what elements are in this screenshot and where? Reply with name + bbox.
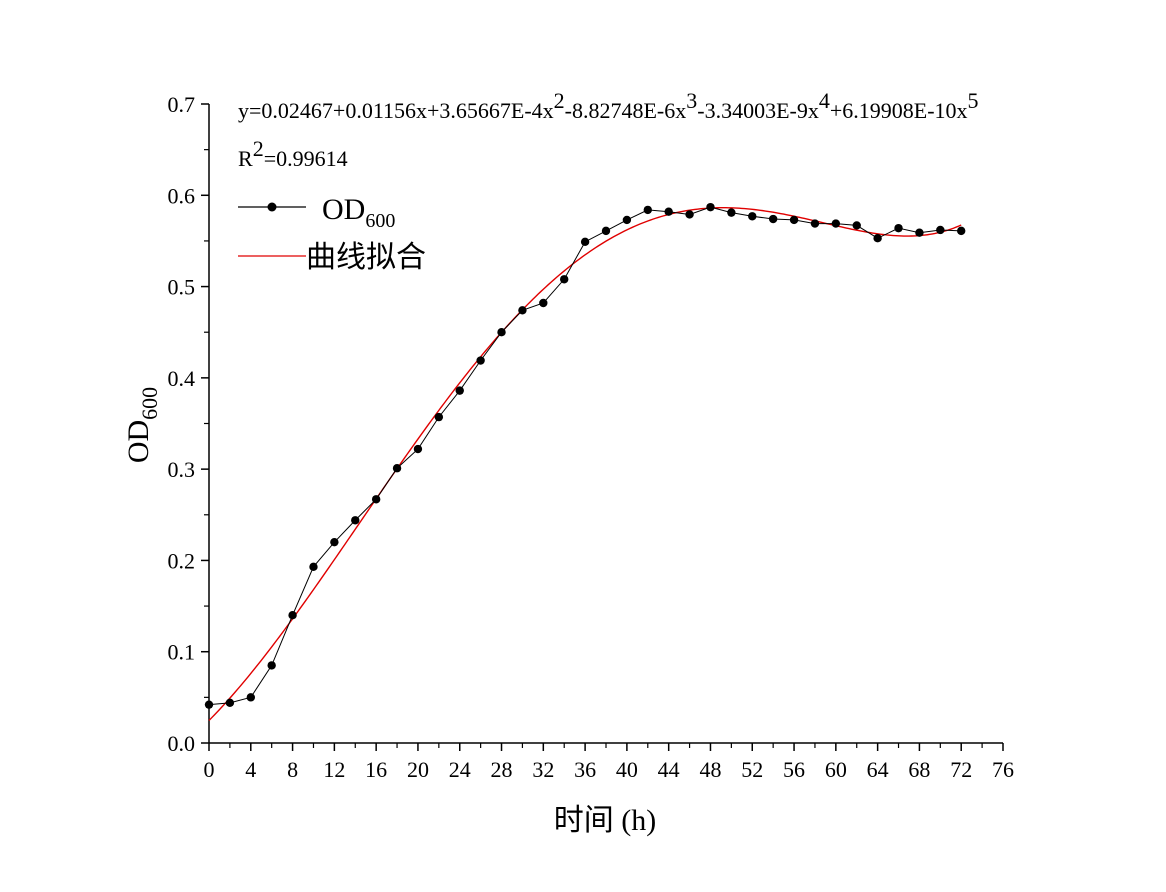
legend-od-text: OD: [322, 193, 365, 226]
x-tick-label: 76: [992, 757, 1014, 782]
od600-point: [622, 215, 632, 225]
y-tick-label: 0.1: [168, 640, 196, 665]
od600-point: [351, 516, 360, 525]
od600-point: [560, 275, 569, 284]
equation-term: +6.19908E-10x: [830, 98, 968, 123]
od600-point: [706, 202, 715, 212]
od600-point: [309, 562, 318, 572]
x-tick-label: 32: [532, 757, 554, 782]
od600-point: [246, 693, 255, 702]
y-tick-label: 0.3: [168, 457, 196, 482]
equation-exponent: 3: [686, 88, 697, 113]
od600-point: [539, 298, 548, 308]
x-tick-label: 24: [449, 757, 471, 782]
od600-point: [330, 537, 339, 547]
x-tick-label: 12: [323, 757, 345, 782]
x-tick-label: 44: [658, 757, 680, 782]
od600-point: [476, 356, 485, 365]
axes: 0 4 8 12 16 20 24 28 32 36 40 44 48 52 56 60 64 68 72 760.0…: [168, 92, 1015, 782]
legend-od600-marker: [267, 202, 277, 212]
x-tick-label: 48: [699, 757, 721, 782]
x-tick-label: 40: [616, 757, 638, 782]
r-squared: R2=0.99614: [238, 136, 348, 171]
x-tick-label: 16: [365, 757, 387, 782]
od600-point: [768, 214, 778, 224]
equation-term: -8.82748E-6x: [565, 98, 687, 123]
od600-point: [685, 210, 694, 219]
x-tick-label: 72: [950, 757, 972, 782]
x-tick-label: 36: [574, 757, 596, 782]
od600-point: [518, 306, 527, 315]
od600-point: [748, 212, 757, 221]
legend-od600-label: OD600: [322, 193, 395, 232]
od600-point: [371, 495, 381, 504]
od600-point: [392, 464, 402, 473]
y-title-main: OD: [122, 420, 155, 463]
od600-point: [225, 698, 235, 708]
od600-point: [413, 444, 423, 454]
y-title-subscript: 600: [137, 387, 162, 420]
fit-curve-layer: [208, 206, 962, 721]
x-tick-label: 64: [867, 757, 889, 782]
y-tick-label: 0.5: [168, 275, 196, 300]
y-tick-label: 0.0: [168, 731, 196, 756]
fit-curve: [208, 206, 962, 721]
od600-point: [643, 205, 652, 215]
y-axis-title: OD600: [122, 387, 162, 463]
od600-point: [434, 412, 444, 422]
legend-od-subscript: 600: [365, 210, 395, 232]
x-tick-label: 68: [908, 757, 930, 782]
x-tick-label: 28: [491, 757, 513, 782]
x-tick-label: 52: [741, 757, 763, 782]
x-tick-label: 60: [825, 757, 847, 782]
legend-fit-label: 曲线拟合: [306, 241, 426, 274]
equation-exponent: 5: [968, 88, 979, 113]
od600-point: [873, 233, 882, 243]
od600-point: [664, 207, 673, 216]
od600-point: [852, 221, 861, 230]
od600-point: [455, 386, 464, 395]
od600-point: [957, 226, 966, 236]
x-tick-label: 0: [204, 757, 215, 782]
od600-point: [831, 219, 841, 228]
y-axis-title-group: OD600: [122, 387, 162, 463]
x-axis-title: 时间 (h): [554, 804, 656, 837]
r-squared-exponent: 2: [253, 136, 264, 161]
od600-point: [894, 223, 903, 233]
od600-point: [789, 215, 799, 225]
r-squared-value: =0.99614: [264, 146, 348, 171]
data-series-layer: [204, 202, 966, 709]
x-tick-label: 8: [287, 757, 298, 782]
od600-point: [204, 700, 214, 709]
y-tick-label: 0.4: [168, 366, 196, 391]
legend: OD600 曲线拟合: [238, 193, 426, 274]
od600-point: [497, 328, 506, 337]
x-axis-title-group: 时间 (h): [554, 804, 656, 837]
r-squared-symbol: R: [238, 146, 253, 171]
y-tick-label: 0.2: [168, 548, 196, 573]
y-tick-label: 0.6: [168, 183, 196, 208]
x-tick-label: 20: [407, 757, 429, 782]
y-tick-label: 0.7: [168, 92, 196, 117]
equation-term: -3.34003E-9x: [697, 98, 819, 123]
fit-equation: y=0.02467+0.01156x+3.65667E-4x2-8.82748E…: [238, 88, 979, 123]
od600-point: [580, 237, 590, 247]
annotations: y=0.02467+0.01156x+3.65667E-4x2-8.82748E…: [238, 88, 979, 171]
od600-point: [601, 226, 611, 236]
od600-point: [267, 661, 276, 670]
od600-point: [288, 611, 297, 620]
od600-point: [727, 208, 736, 217]
x-tick-label: 4: [245, 757, 256, 782]
od600-point: [936, 225, 945, 235]
equation-exponent: 4: [819, 88, 830, 113]
equation-exponent: 2: [554, 88, 565, 113]
od600-point: [810, 219, 820, 228]
od600-point: [915, 228, 924, 237]
x-tick-label: 56: [783, 757, 805, 782]
equation-term: y=0.02467+0.01156x+3.65667E-4x: [238, 98, 554, 123]
od600-line: [208, 206, 962, 706]
